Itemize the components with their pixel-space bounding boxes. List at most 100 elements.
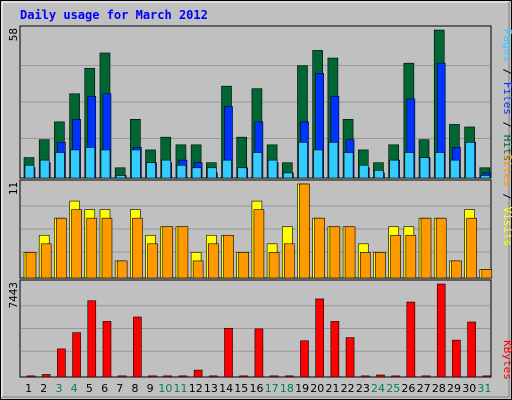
legend-separator: / (501, 62, 512, 82)
x-tick-day-12: 12 (189, 382, 203, 395)
x-tick-day-21: 21 (325, 382, 339, 395)
bar-sites-day-24 (375, 252, 386, 279)
bar-kbytes-day-2 (41, 374, 51, 378)
bar-pages-day-11 (176, 164, 187, 179)
bar-kbytes-day-28 (436, 283, 446, 378)
x-tick-day-14: 14 (219, 382, 233, 395)
x-tick-day-1: 1 (25, 382, 32, 395)
x-tick-day-25: 25 (386, 382, 400, 395)
legend-pages: Pages (501, 29, 512, 62)
bar-pages-day-24 (374, 170, 384, 179)
legend-visits: Visits (501, 207, 512, 247)
bar-sites-day-15 (238, 252, 250, 279)
bar-kbytes-day-10 (163, 375, 173, 378)
y-tick-label: 7443 (7, 282, 20, 309)
bar-sites-day-4 (71, 209, 82, 279)
x-tick-day-9: 9 (147, 382, 154, 395)
x-tick-day-6: 6 (101, 382, 108, 395)
bar-kbytes-day-16 (254, 328, 264, 378)
bar-pages-day-3 (55, 152, 65, 179)
bar-sites-day-12 (192, 260, 204, 279)
bar-sites-day-7 (116, 260, 128, 279)
bar-pages-day-25 (389, 159, 399, 179)
bar-sites-day-30 (466, 217, 477, 279)
bar-kbytes-day-8 (133, 316, 142, 378)
x-tick-day-17: 17 (265, 382, 279, 395)
x-tick-day-5: 5 (86, 382, 93, 395)
panel-1: 58 Pages / Files / Hits (7, 25, 512, 179)
bar-sites-day-3 (56, 217, 67, 279)
bar-pages-day-29 (450, 159, 460, 179)
bar-pages-day-21 (328, 141, 339, 179)
bar-kbytes-day-11 (178, 375, 188, 378)
bar-sites-day-29 (451, 260, 462, 279)
x-tick-day-8: 8 (131, 382, 138, 395)
x-tick-day-3: 3 (55, 382, 62, 395)
bar-pages-day-17 (267, 159, 278, 179)
x-tick-day-7: 7 (116, 382, 123, 395)
bar-sites-day-28 (435, 217, 447, 279)
legend: KBytes (501, 340, 512, 380)
x-tick-day-2: 2 (40, 382, 47, 395)
x-tick-day-16: 16 (250, 382, 264, 395)
bar-sites-day-14 (223, 234, 234, 279)
bar-sites-day-1 (25, 252, 37, 279)
bar-pages-day-16 (252, 152, 263, 179)
panel-2: 11 Sites / Visits (7, 154, 512, 279)
chart-title: Daily usage for March 2012 (20, 8, 208, 22)
bar-pages-day-13 (207, 167, 217, 179)
bar-sites-day-23 (359, 252, 371, 279)
x-tick-day-24: 24 (371, 382, 385, 395)
bar-kbytes-day-18 (284, 375, 294, 378)
bar-pages-day-14 (222, 159, 232, 179)
bar-pages-day-30 (465, 141, 475, 179)
bar-kbytes-day-6 (102, 321, 112, 378)
bar-sites-day-31 (481, 269, 493, 279)
bar-sites-day-26 (405, 234, 417, 279)
bar-kbytes-day-25 (391, 375, 400, 378)
panel-3: 7443 KBytes (7, 279, 512, 380)
bar-kbytes-day-24 (376, 374, 385, 378)
bar-pages-day-31 (480, 175, 491, 179)
x-tick-day-10: 10 (158, 382, 172, 395)
bar-pages-day-6 (100, 149, 111, 179)
bar-pages-day-22 (343, 152, 354, 179)
x-tick-day-23: 23 (356, 382, 370, 395)
bar-kbytes-day-13 (209, 375, 218, 378)
bar-sites-day-27 (420, 217, 432, 279)
bar-pages-day-26 (404, 152, 415, 179)
bar-sites-day-9 (147, 243, 158, 279)
bar-kbytes-day-7 (117, 375, 127, 378)
bar-pages-day-5 (85, 147, 96, 179)
bar-kbytes-day-5 (87, 300, 97, 378)
bar-kbytes-day-4 (72, 332, 81, 378)
bar-pages-day-4 (70, 149, 80, 179)
bar-pages-day-12 (191, 167, 202, 179)
bar-pages-day-1 (24, 164, 35, 179)
bar-kbytes-day-22 (345, 337, 355, 378)
bar-sites-day-2 (40, 243, 52, 279)
legend: Sites / Visits (501, 154, 512, 247)
x-tick-day-29: 29 (447, 382, 461, 395)
bar-kbytes-day-9 (148, 375, 157, 378)
bar-kbytes-day-23 (360, 375, 370, 378)
legend-separator: / (501, 187, 512, 207)
x-tick-day-13: 13 (204, 382, 218, 395)
bar-kbytes-day-31 (482, 375, 492, 378)
legend-sites: Sites (501, 154, 512, 187)
legend: Pages / Files / Hits (501, 29, 512, 162)
bar-sites-day-6 (101, 217, 113, 279)
bar-sites-day-25 (390, 234, 401, 279)
bar-sites-day-19 (299, 183, 310, 279)
x-tick-day-26: 26 (401, 382, 415, 395)
bar-sites-day-11 (177, 226, 189, 279)
x-axis-labels: 1 2 3 4 5 6 7 8 9 10 11 12 13 14 15 16 17 18 19 20 21 22 23 24 2… (25, 382, 491, 395)
legend-hits: Hits (501, 135, 512, 162)
bar-kbytes-day-17 (269, 375, 279, 378)
x-tick-day-22: 22 (341, 382, 355, 395)
x-tick-day-27: 27 (417, 382, 431, 395)
bar-sites-day-21 (329, 226, 341, 279)
chart-panels: 58 Pages / Files / Hits 11 Sites / Visits 74… (7, 25, 512, 380)
bar-kbytes-day-27 (421, 375, 431, 378)
